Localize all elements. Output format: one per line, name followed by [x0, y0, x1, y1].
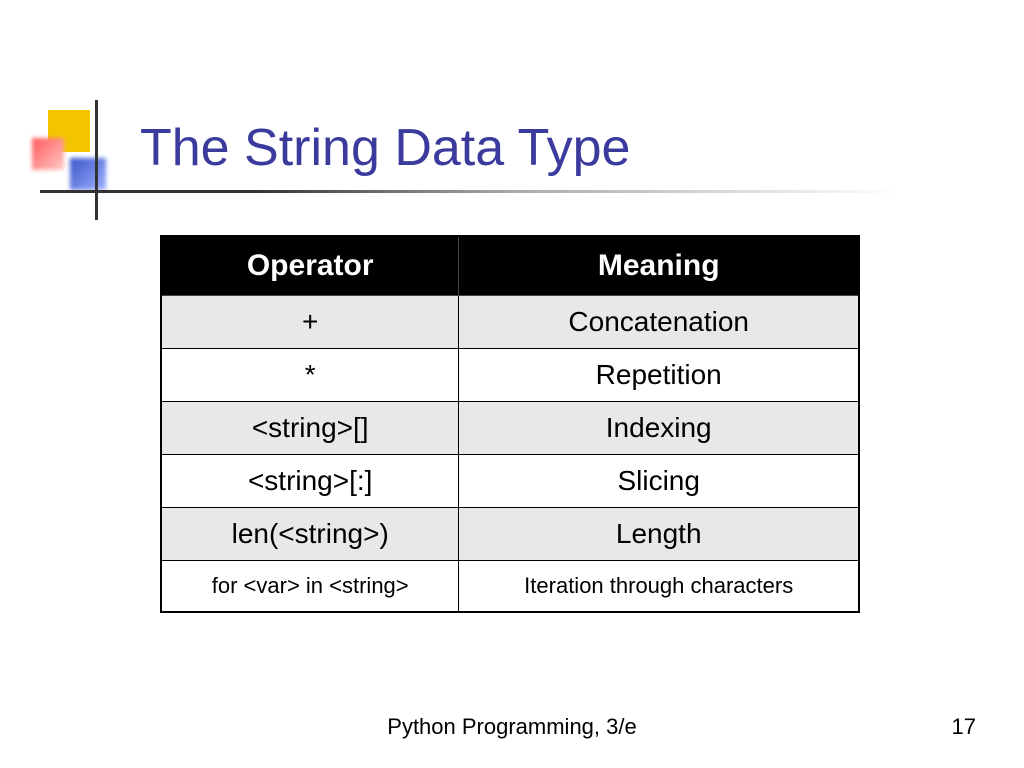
cell-operator: + [161, 296, 459, 349]
cell-meaning: Iteration through characters [459, 561, 859, 613]
cell-operator: * [161, 349, 459, 402]
table-row: <string>[:] Slicing [161, 455, 859, 508]
cell-operator: <string>[:] [161, 455, 459, 508]
cell-operator: <string>[] [161, 402, 459, 455]
horizontal-rule [40, 190, 900, 193]
table-header-row: Operator Meaning [161, 236, 859, 296]
col-operator: Operator [161, 236, 459, 296]
operators-table: Operator Meaning + Concatenation * Repet… [160, 235, 860, 613]
table-row: for <var> in <string> Iteration through … [161, 561, 859, 613]
blue-square [70, 158, 106, 190]
slide-title: The String Data Type [140, 118, 630, 178]
footer-text: Python Programming, 3/e [0, 714, 1024, 740]
corner-decoration [40, 110, 120, 200]
cell-meaning: Slicing [459, 455, 859, 508]
cell-operator: len(<string>) [161, 508, 459, 561]
red-square [32, 138, 64, 170]
page-number: 17 [952, 714, 976, 740]
vertical-rule [95, 100, 98, 220]
cell-meaning: Concatenation [459, 296, 859, 349]
table-row: len(<string>) Length [161, 508, 859, 561]
table-row: * Repetition [161, 349, 859, 402]
operators-table-wrap: Operator Meaning + Concatenation * Repet… [160, 235, 860, 613]
cell-meaning: Length [459, 508, 859, 561]
table-row: <string>[] Indexing [161, 402, 859, 455]
cell-meaning: Repetition [459, 349, 859, 402]
cell-meaning: Indexing [459, 402, 859, 455]
cell-operator: for <var> in <string> [161, 561, 459, 613]
col-meaning: Meaning [459, 236, 859, 296]
table-row: + Concatenation [161, 296, 859, 349]
